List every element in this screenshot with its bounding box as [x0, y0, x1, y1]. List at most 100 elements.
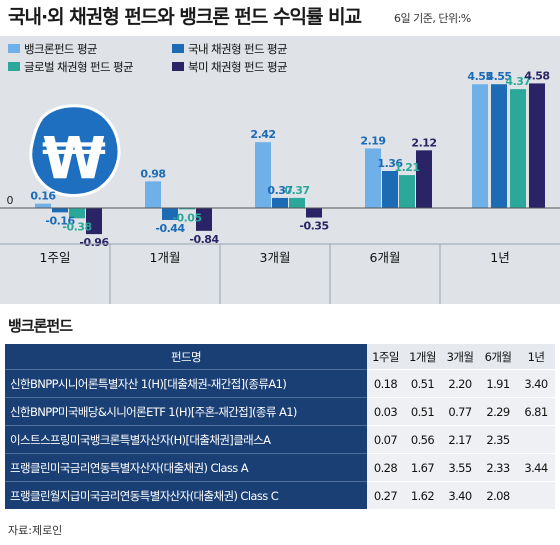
legend-label-국내-채권형-펀드-평균: 국내 채권형 펀드 평균	[188, 42, 287, 56]
return-cell	[517, 481, 555, 509]
data-label: 2.42	[250, 128, 275, 141]
return-cell: 2.29	[479, 397, 517, 426]
legend-label-글로벌-채권형-펀드-평균: 글로벌 채권형 펀드 평균	[24, 60, 133, 74]
bar-뱅크론펀드-평균	[255, 142, 271, 208]
data-label: 4.37	[505, 75, 530, 88]
bar-북미-채권형-펀드-평균	[86, 208, 102, 235]
return-cell	[517, 425, 555, 454]
bar-국내-채권형-펀드-평균	[382, 171, 398, 208]
return-cell: 0.07	[367, 425, 404, 454]
data-label: -0.16	[45, 214, 75, 227]
data-label: -0.05	[172, 211, 201, 224]
x-tick-label: 1년	[490, 250, 509, 265]
return-cell: 0.56	[404, 425, 441, 454]
bar-국내-채권형-펀드-평균	[491, 84, 507, 208]
fund-name-cell: 프랭클린월지급미국금리연동특별자산자(대출채권) Class C	[5, 481, 367, 509]
table-header-row: 펀드명 1주일 1개월 3개월 6개월 1년	[5, 344, 555, 370]
legend-label-북미-채권형-펀드-평균: 북미 채권형 펀드 평균	[188, 60, 287, 74]
return-cell: 0.51	[404, 369, 441, 398]
return-cell: 2.20	[441, 369, 479, 398]
fund-name-cell: 신한BNPP미국배당&시니어론ETF 1(H)[주혼-재간접](종류 A1)	[5, 397, 367, 426]
data-label: 2.19	[360, 134, 385, 147]
bar-북미-채권형-펀드-평균	[306, 208, 322, 218]
data-label: -0.96	[79, 236, 109, 249]
data-label: 0.37	[284, 184, 309, 197]
fund-returns-table: 펀드명 1주일 1개월 3개월 6개월 1년 신한BNPP시니어론특별자산 1(…	[5, 344, 555, 509]
data-label: 4.58	[524, 69, 549, 82]
return-cell: 1.91	[479, 369, 517, 398]
return-cell: 3.44	[517, 453, 555, 482]
chart-bars	[35, 83, 545, 235]
legend-swatch-뱅크론펀드-평균	[8, 44, 20, 53]
return-cell: 0.51	[404, 397, 441, 426]
data-label: -0.84	[189, 233, 219, 246]
bar-국내-채권형-펀드-평균	[52, 208, 68, 213]
table-row: 프랭클린월지급미국금리연동특별자산자(대출채권) Class C 0.27 1.…	[5, 481, 555, 509]
bar-북미-채권형-펀드-평균	[529, 83, 545, 208]
legend-label-뱅크론펀드-평균: 뱅크론펀드 평균	[24, 42, 97, 56]
column-header-fund-name: 펀드명	[5, 344, 367, 370]
data-label: 0.16	[30, 190, 56, 203]
return-cell: 6.81	[517, 397, 555, 426]
return-cell: 3.55	[441, 453, 479, 482]
data-label: -0.35	[299, 220, 328, 233]
bar-글로벌-채권형-펀드-평균	[510, 89, 526, 208]
won-currency-icon: ₩	[29, 104, 121, 197]
column-header-6m: 6개월	[479, 344, 517, 370]
bar-글로벌-채권형-펀드-평균	[69, 208, 85, 219]
fund-table-heading: 뱅크론펀드	[8, 317, 73, 335]
data-label: -0.38	[62, 220, 91, 233]
legend-swatch-국내-채권형-펀드-평균	[172, 44, 184, 53]
table-row: 신한BNPP시니어론특별자산 1(H)[대출채권-재간접](종류A1) 0.18…	[5, 369, 555, 398]
bar-뱅크론펀드-평균	[472, 84, 488, 208]
fund-name-cell: 이스트스프링미국뱅크론특별자산자(H)[대출채권]클래스A	[5, 425, 367, 454]
fund-name-cell: 프랭클린미국금리연동특별자산자(대출채권) Class A	[5, 453, 367, 482]
basis-note: 6일 기준, 단위:%	[394, 12, 471, 25]
fund-name-cell: 신한BNPP시니어론특별자산 1(H)[대출채권-재간접](종류A1)	[5, 369, 367, 398]
data-label: 1.21	[394, 161, 419, 174]
x-tick-label: 1개월	[150, 250, 181, 265]
legend-swatch-글로벌-채권형-펀드-평균	[8, 62, 20, 71]
return-cell: 0.77	[441, 397, 479, 426]
return-cell: 0.03	[367, 397, 404, 426]
return-cell: 3.40	[441, 481, 479, 509]
column-header-1y: 1년	[517, 344, 555, 370]
return-cell: 1.62	[404, 481, 441, 509]
data-label: 1.36	[377, 157, 403, 170]
x-tick-label: 3개월	[260, 250, 291, 265]
page-title: 국내·외 채권형 펀드와 뱅크론 펀드 수익률 비교	[8, 6, 362, 28]
table-row: 이스트스프링미국뱅크론특별자산자(H)[대출채권]클래스A 0.07 0.56 …	[5, 425, 555, 454]
return-cell: 0.27	[367, 481, 404, 509]
x-tick-label: 1주일	[40, 250, 71, 265]
bar-글로벌-채권형-펀드-평균	[289, 197, 305, 208]
table-row: 프랭클린미국금리연동특별자산자(대출채권) Class A 0.28 1.67 …	[5, 453, 555, 482]
data-label: 4.55	[467, 70, 492, 83]
chart-x-axis: 0 1주일 1개월 3개월 6개월 1년	[0, 194, 560, 304]
bar-국내-채권형-펀드-평균	[162, 208, 178, 220]
return-cell: 2.35	[479, 425, 517, 454]
x-tick-label: 6개월	[370, 250, 401, 265]
return-cell: 3.40	[517, 369, 555, 398]
chart-zero-label: 0	[7, 194, 14, 207]
svg-text:₩: ₩	[42, 124, 106, 192]
table-row: 신한BNPP미국배당&시니어론ETF 1(H)[주혼-재간접](종류 A1) 0…	[5, 397, 555, 426]
bar-뱅크론펀드-평균	[35, 203, 51, 208]
bar-뱅크론펀드-평균	[145, 181, 161, 208]
bar-뱅크론펀드-평균	[365, 148, 381, 208]
data-label: 2.12	[411, 136, 436, 149]
data-label: 0.98	[140, 167, 165, 180]
legend-swatch-북미-채권형-펀드-평균	[172, 62, 184, 71]
data-label: 4.55	[486, 70, 511, 83]
chart-value-labels: 0.16 -0.16-0.38 -0.96 0.98 -0.44-0.05 -0.84 2.…	[30, 69, 550, 249]
return-cell: 0.28	[367, 453, 404, 482]
return-cell: 0.18	[367, 369, 404, 398]
return-cell: 2.33	[479, 453, 517, 482]
column-header-1w: 1주일	[367, 344, 404, 370]
bar-북미-채권형-펀드-평균	[196, 208, 212, 231]
data-label: -0.44	[155, 222, 185, 235]
return-cell: 1.67	[404, 453, 441, 482]
data-label: 0.37	[267, 184, 292, 197]
source-note: 자료:제로인	[8, 524, 63, 537]
